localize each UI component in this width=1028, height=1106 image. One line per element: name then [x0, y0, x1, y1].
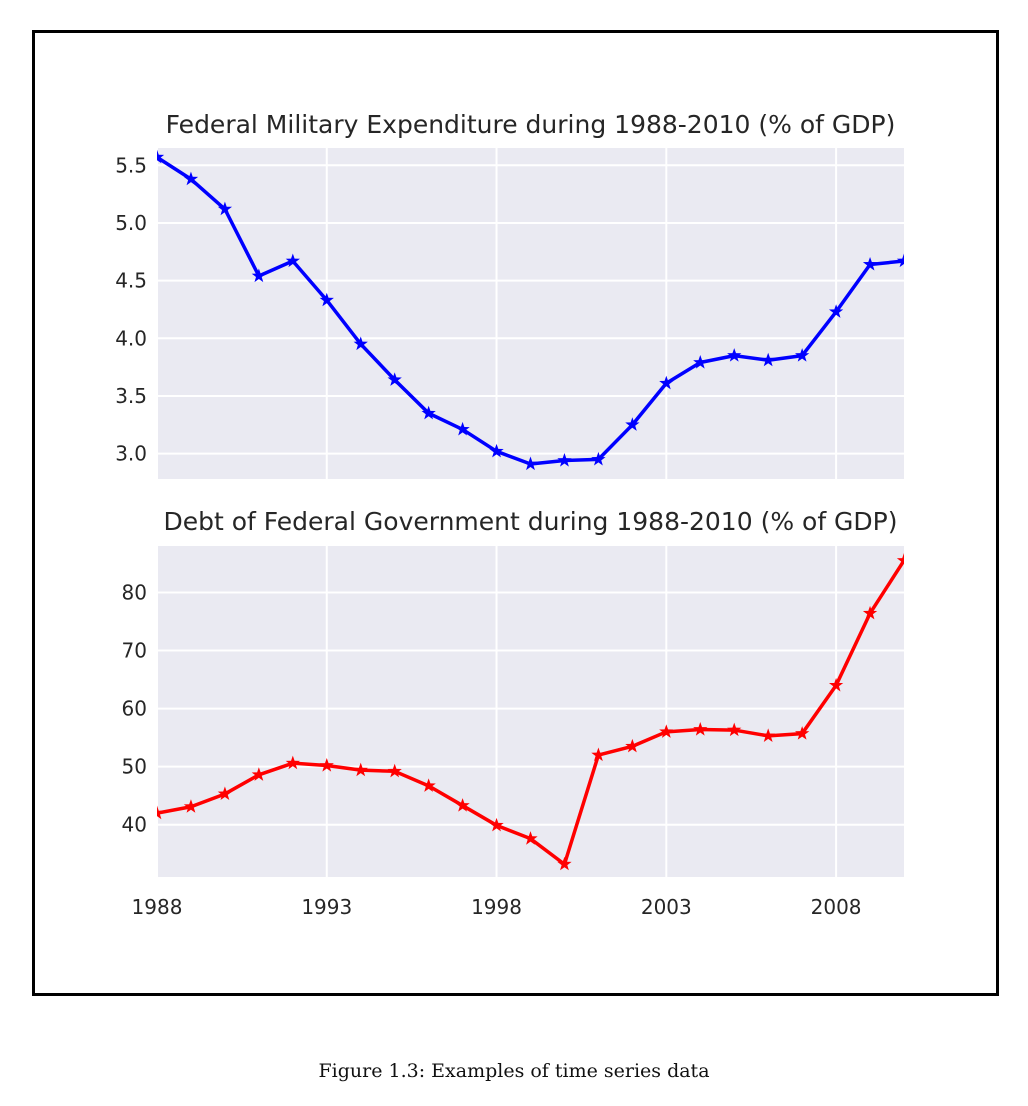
y-tick-label: 80 [122, 580, 147, 604]
x-tick-label: 2003 [641, 895, 692, 919]
chart-title: Federal Military Expenditure during 1988… [166, 110, 896, 139]
data-point [455, 421, 470, 436]
data-point [727, 722, 742, 737]
data-point [489, 443, 504, 458]
data-point [285, 755, 300, 770]
y-tick-label: 60 [122, 697, 147, 721]
data-point [217, 786, 233, 801]
chart-panel-2: 40 50 60 70 80 1988 1993 1998 2003 2008 Debt of Fe… [122, 507, 904, 919]
data-point [761, 728, 776, 742]
data-point [557, 453, 572, 467]
chart-title: Debt of Federal Government during 1988-2… [163, 507, 897, 536]
data-point [319, 758, 334, 772]
data-point [523, 456, 538, 471]
y-tick-label: 4.5 [115, 269, 147, 293]
data-point [727, 348, 742, 362]
data-point [319, 292, 334, 307]
data-point [828, 677, 844, 692]
y-tick-label: 5.5 [115, 153, 147, 177]
data-point [659, 375, 674, 390]
charts-canvas: 3.0 3.5 4.0 4.5 5.0 5.5 Federal Military Expen… [115, 110, 904, 919]
y-tick-label: 70 [122, 639, 147, 663]
data-point [828, 304, 844, 318]
series [157, 149, 904, 471]
data-point [659, 724, 674, 738]
data-point [557, 856, 572, 871]
data-point [285, 253, 300, 268]
data-point [353, 762, 368, 777]
chart-panel-1: 3.0 3.5 4.0 4.5 5.0 5.5 Federal Military Expen… [115, 110, 904, 479]
data-point [183, 171, 199, 186]
plot-area [157, 546, 904, 877]
data-point [217, 201, 233, 216]
data-point [896, 253, 904, 268]
data-point [591, 451, 606, 466]
y-tick-label: 40 [122, 813, 147, 837]
x-tick-label: 1998 [471, 895, 522, 919]
data-point [693, 355, 708, 369]
series [157, 553, 904, 871]
data-point [251, 268, 266, 283]
data-point [157, 149, 165, 164]
data-point [896, 553, 904, 567]
data-point [183, 799, 199, 813]
data-point [387, 372, 402, 386]
data-point [795, 348, 810, 362]
x-tick-label: 1988 [132, 895, 183, 919]
plot-area [157, 148, 904, 479]
data-point [862, 605, 878, 620]
y-tick-label: 50 [122, 755, 147, 779]
x-tick-label: 2008 [811, 895, 862, 919]
y-tick-label: 3.5 [115, 384, 147, 408]
data-point [625, 417, 640, 431]
data-point [523, 831, 538, 845]
data-point [353, 336, 368, 351]
data-point [157, 805, 165, 820]
data-point [421, 778, 436, 792]
figure-caption: Figure 1.3: Examples of time series data [318, 1060, 710, 1082]
data-point [387, 763, 402, 778]
x-tick-label: 1993 [301, 895, 352, 919]
data-point [795, 726, 810, 740]
data-point [455, 798, 470, 812]
data-point [421, 405, 436, 420]
data-point [693, 722, 708, 736]
data-point [761, 352, 776, 367]
data-point [251, 767, 266, 781]
y-tick-label: 5.0 [115, 211, 147, 235]
data-point [591, 747, 606, 762]
data-point [862, 256, 878, 271]
data-point [625, 738, 640, 753]
data-point [489, 817, 504, 832]
y-tick-label: 4.0 [115, 326, 147, 350]
y-tick-label: 3.0 [115, 442, 147, 466]
